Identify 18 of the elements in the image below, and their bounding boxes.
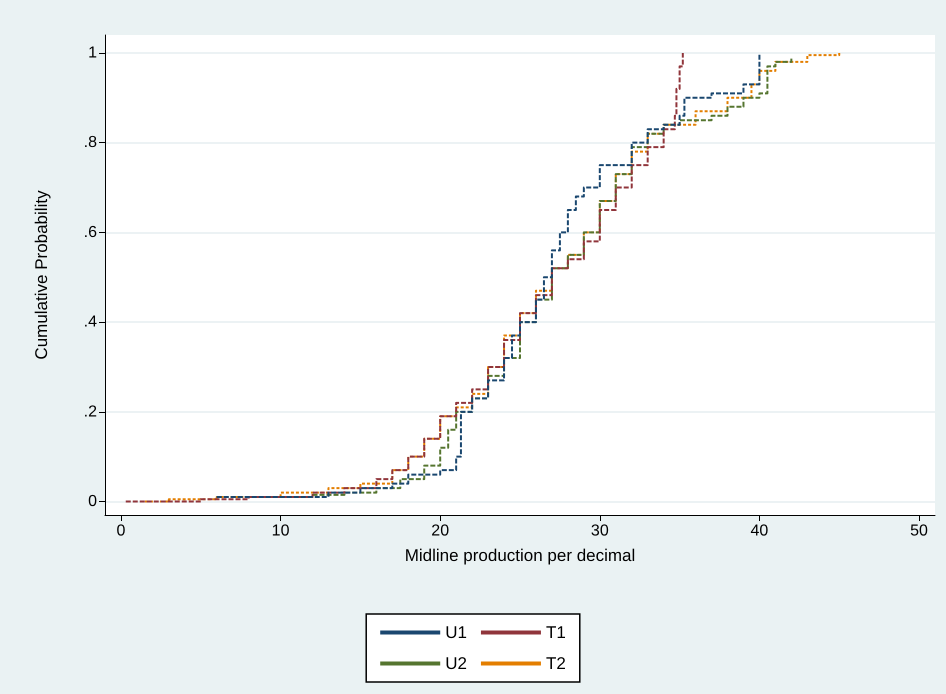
x-tick-label: 50 — [910, 522, 928, 540]
y-tick-label: .8 — [84, 134, 98, 152]
x-tick-label: 0 — [116, 522, 126, 540]
x-tick-label: 30 — [590, 522, 609, 540]
y-tick-label: .2 — [84, 403, 98, 420]
legend-label: U2 — [445, 654, 467, 673]
x-tick-label: 40 — [750, 522, 768, 540]
y-tick-label: 0 — [88, 493, 98, 510]
y-tick-label: 1 — [88, 44, 98, 62]
x-axis-title: Midline production per decimal — [404, 546, 636, 565]
legend-label: U1 — [445, 623, 467, 642]
y-tick-label: .6 — [84, 224, 98, 241]
y-tick-label: .4 — [84, 314, 98, 331]
x-tick-label: 10 — [272, 522, 290, 540]
legend-label: T1 — [546, 623, 566, 642]
legend-label: T2 — [546, 654, 566, 673]
y-axis-title: Cumulative Probability — [32, 190, 51, 360]
x-tick-label: 20 — [431, 522, 450, 540]
